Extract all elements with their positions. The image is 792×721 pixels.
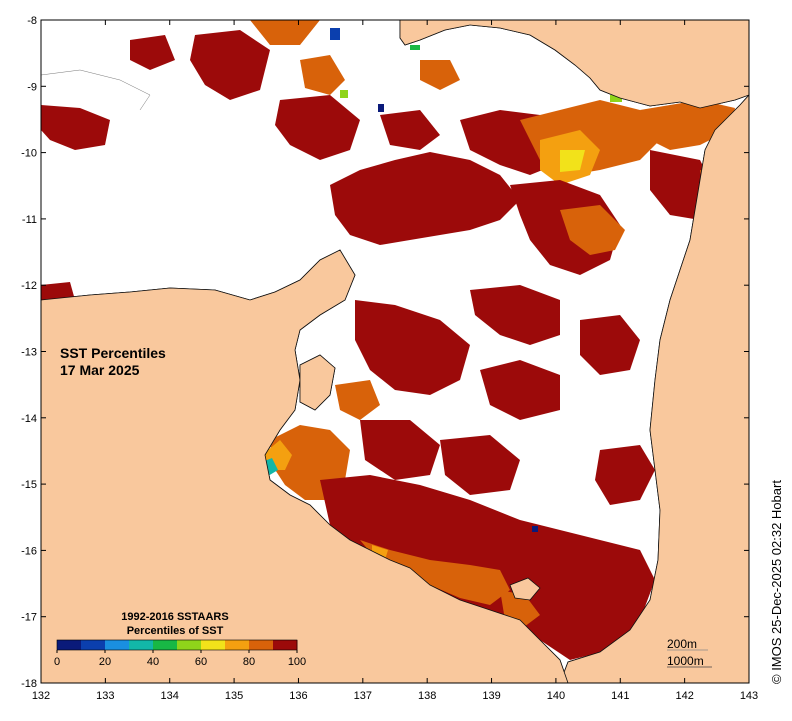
- y-tick-label: -12: [21, 280, 37, 292]
- legend-color-swatch: [129, 640, 154, 650]
- y-tick-label: -17: [21, 612, 37, 624]
- y-tick-label: -13: [21, 347, 37, 359]
- x-tick-label: 133: [96, 690, 114, 702]
- legend-colorbar-frame: [56, 639, 298, 651]
- y-tick-label: -18: [21, 678, 37, 690]
- x-tick-label: 137: [354, 690, 372, 702]
- y-tick-label: -16: [21, 545, 37, 557]
- legend-color-swatch: [201, 640, 226, 650]
- legend-title-line2: Percentiles of SST: [127, 625, 224, 637]
- x-tick-label: 132: [32, 690, 50, 702]
- legend-color-swatch: [177, 640, 202, 650]
- x-tick-label: 136: [289, 690, 307, 702]
- y-tick-label: -8: [27, 15, 37, 27]
- sst-anomaly-patches: [41, 20, 749, 660]
- x-tick-label: 142: [675, 690, 693, 702]
- x-tick-label: 138: [418, 690, 436, 702]
- legend-color-swatch: [153, 640, 178, 650]
- y-tick-label: -9: [27, 81, 37, 93]
- legend-colorbar: [56, 639, 298, 651]
- isobath-label-1000m: 1000m: [667, 654, 704, 668]
- legend-label: 0: [54, 656, 60, 668]
- x-tick-label: 134: [161, 690, 179, 702]
- legend-color-swatch: [57, 640, 82, 650]
- x-tick-label: 135: [225, 690, 243, 702]
- y-axis: -8 -9 -10 -11 -12 -13 -14 -15 -16 -17 -18: [21, 15, 749, 690]
- legend-label: 60: [195, 656, 207, 668]
- credit-text: © IMOS 25-Dec-2025 02:32 Hobart: [769, 480, 784, 684]
- legend: 1992-2016 SSTAARS Percentiles of SST 0 20…: [54, 611, 306, 668]
- map-date: 17 Mar 2025: [60, 362, 140, 378]
- legend-color-swatch: [105, 640, 130, 650]
- legend-label: 80: [243, 656, 255, 668]
- x-tick-label: 139: [482, 690, 500, 702]
- legend-label: 20: [99, 656, 111, 668]
- legend-label: 40: [147, 656, 159, 668]
- y-tick-label: -11: [22, 214, 37, 226]
- legend-labels: 0 20 40 60 80 100: [54, 650, 306, 668]
- legend-title-line1: 1992-2016 SSTAARS: [121, 611, 228, 623]
- legend-color-swatch: [225, 640, 250, 650]
- isobath-label-200m: 200m: [667, 637, 697, 651]
- legend-label: 100: [288, 656, 306, 668]
- isobath-line: [41, 69, 151, 111]
- y-tick-label: -14: [21, 413, 37, 425]
- x-axis: 132 133 134 135 136 137 138 139 140 141 142 143: [32, 20, 758, 702]
- y-tick-label: -10: [21, 148, 37, 160]
- map-title: SST Percentiles: [60, 345, 166, 361]
- x-tick-label: 143: [740, 690, 758, 702]
- x-tick-label: 140: [547, 690, 565, 702]
- x-tick-label: 141: [611, 690, 629, 702]
- legend-color-swatch: [249, 640, 274, 650]
- y-tick-label: -15: [21, 479, 37, 491]
- legend-color-swatch: [273, 640, 298, 650]
- legend-color-swatch: [81, 640, 106, 650]
